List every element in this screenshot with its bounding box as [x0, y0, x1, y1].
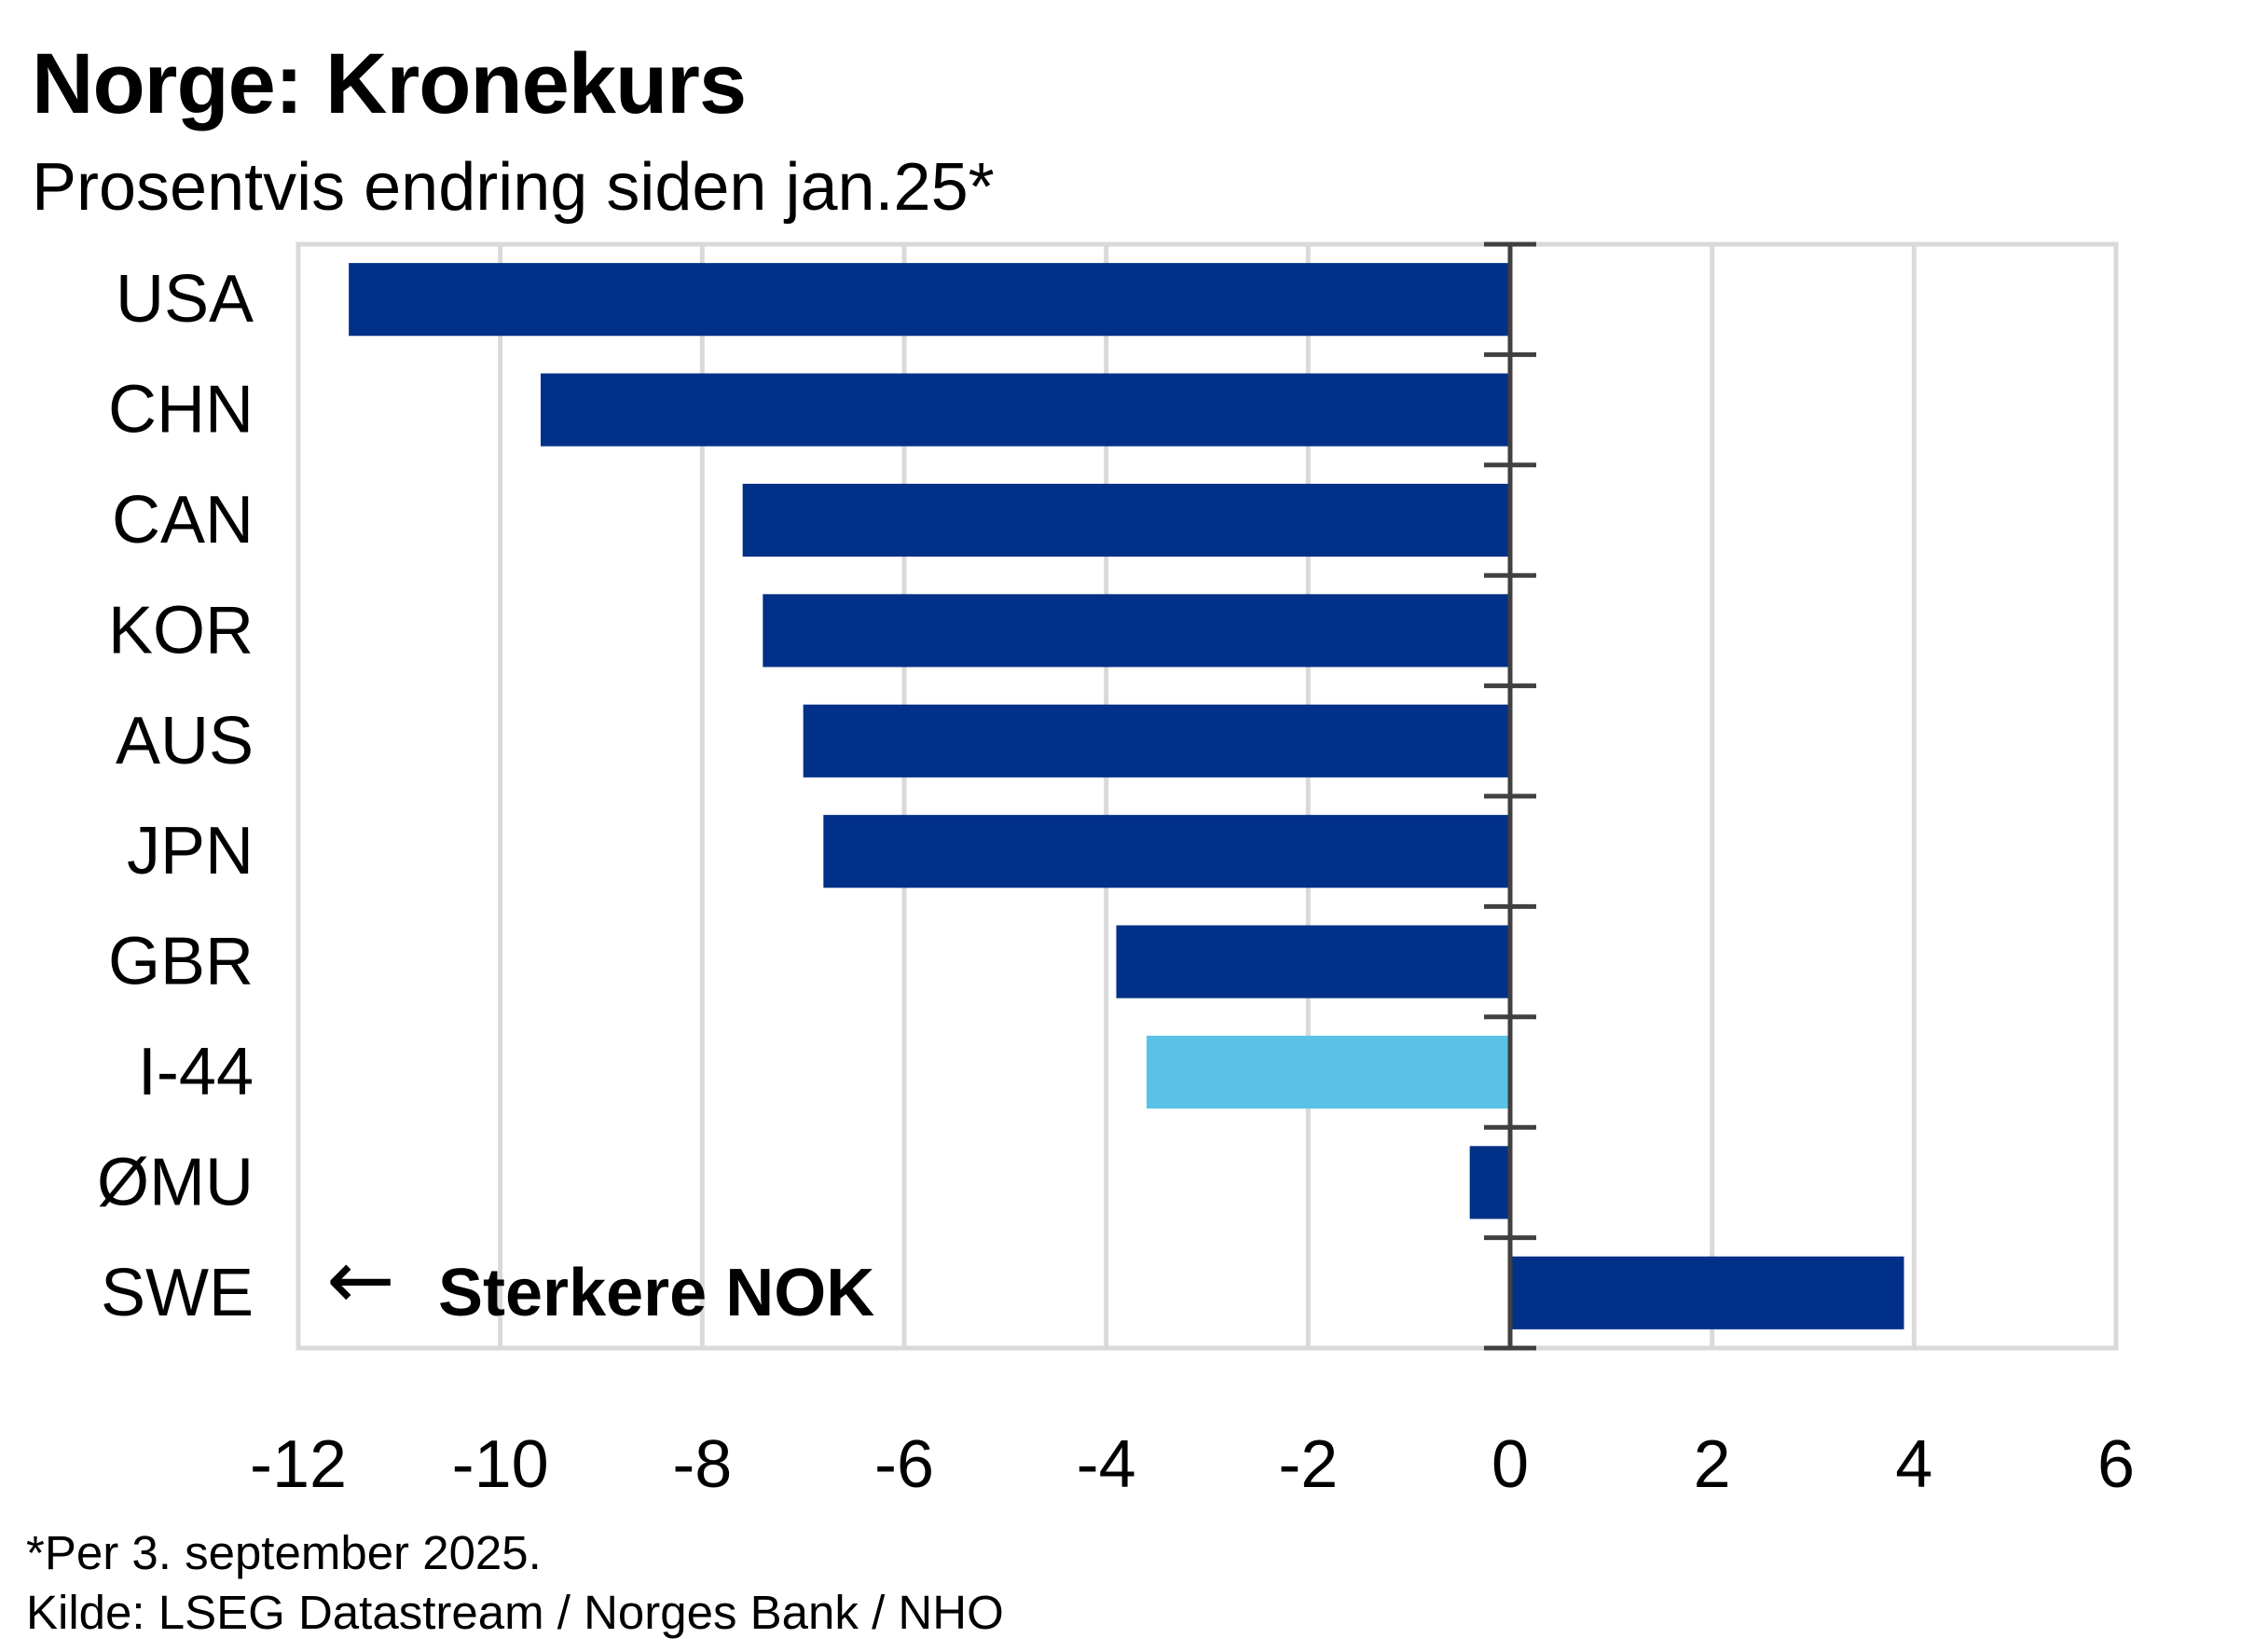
bar-ømu [1469, 1146, 1510, 1219]
x-tick-labels: -12 -10 -8 -6 -4 -2 0 2 4 6 [250, 1427, 2135, 1502]
category-label: JPN [127, 814, 254, 888]
category-labels: USA CHN CAN KOR AUS JPN GBR I-44 ØMU SWE [97, 262, 254, 1330]
x-tick-label: -10 [452, 1427, 549, 1502]
stronger-nok-annotation: ← Sterkere NOK [326, 1232, 874, 1330]
bar-can [742, 483, 1510, 558]
x-tick-label: 0 [1491, 1427, 1529, 1502]
category-label: CAN [112, 483, 254, 558]
source-note: Kilde: LSEG Datastream / Norges Bank / N… [26, 1586, 1004, 1639]
annotation-label: Sterkere NOK [438, 1256, 874, 1330]
x-tick-label: -12 [250, 1427, 347, 1502]
bars [349, 263, 1904, 1329]
category-label: ØMU [97, 1145, 254, 1219]
bar-i-44 [1147, 1035, 1510, 1109]
x-tick-label: 2 [1694, 1427, 1731, 1502]
x-tick-label: -4 [1077, 1427, 1136, 1502]
bar-swe [1510, 1256, 1904, 1329]
category-label: USA [116, 262, 254, 337]
bar-gbr [1116, 925, 1510, 998]
bar-jpn [823, 815, 1510, 888]
chart-subtitle: Prosentvis endring siden jan.25* [32, 150, 995, 225]
x-tick-label: -8 [672, 1427, 732, 1502]
bar-aus [803, 704, 1510, 778]
bar-kor [763, 594, 1510, 668]
zero-axis [1484, 241, 1536, 1351]
bar-chn [541, 373, 1510, 447]
category-label: CHN [108, 373, 254, 447]
left-arrow-icon: ← [326, 1232, 395, 1328]
plot-frame [296, 241, 2119, 1351]
category-label: SWE [101, 1256, 254, 1330]
bar-usa [349, 263, 1511, 337]
x-tick-label: 4 [1895, 1427, 1932, 1502]
footnote: *Per 3. september 2025. [26, 1526, 542, 1579]
x-tick-label: -6 [874, 1427, 934, 1502]
category-label: I-44 [138, 1035, 254, 1109]
x-tick-label: -2 [1278, 1427, 1338, 1502]
category-label: KOR [108, 593, 254, 668]
chart-title: Norge: Kronekurs [32, 36, 747, 131]
x-tick-label: 6 [2097, 1427, 2135, 1502]
category-label: AUS [116, 704, 254, 778]
category-label: GBR [108, 925, 254, 999]
